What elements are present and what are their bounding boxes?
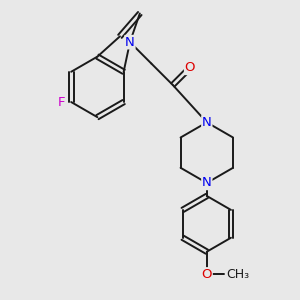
Text: N: N — [125, 36, 135, 49]
Text: N: N — [202, 116, 212, 129]
Text: F: F — [58, 95, 66, 109]
Text: O: O — [202, 268, 212, 281]
Text: CH₃: CH₃ — [226, 268, 250, 281]
Text: O: O — [185, 61, 195, 74]
Text: N: N — [202, 176, 212, 189]
